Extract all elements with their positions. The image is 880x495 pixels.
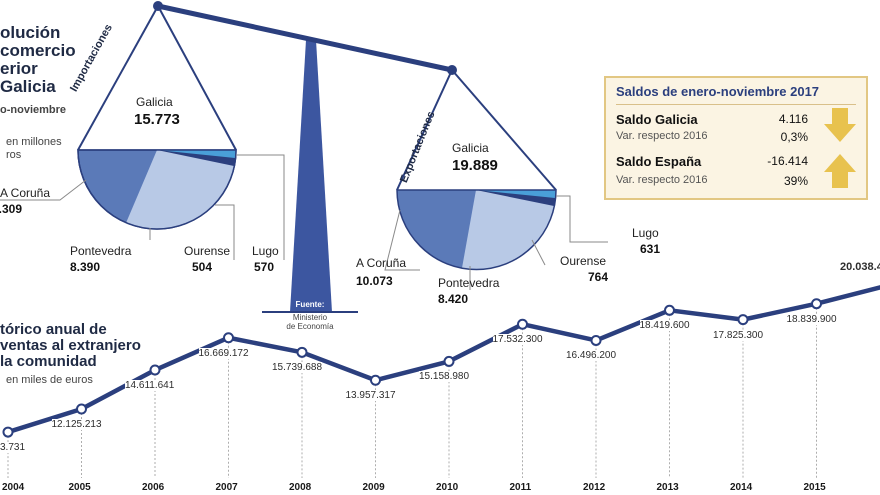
historico-title-line: ventas al extranjero [0, 337, 141, 354]
data-point [223, 332, 234, 344]
exp-pontevedra-value: 8.420 [438, 292, 469, 306]
exportaciones-pan [396, 189, 557, 271]
data-label: 15.739.688 [272, 362, 323, 374]
exp-lugo-name: Lugo [632, 226, 659, 240]
data-point [2, 426, 14, 438]
exp-ourense-name: Ourense [560, 254, 607, 268]
year-label: 2010 [436, 482, 459, 493]
saldo-espana-label: Saldo España [616, 154, 702, 169]
year-label: 2004 [2, 482, 25, 493]
data-label: 14.611.641 [125, 380, 175, 391]
saldo-espana-value: -16.414 [767, 154, 808, 168]
data-label: 16.669.172 [198, 347, 249, 359]
year-label: 2006 [142, 482, 165, 493]
data-label: 18.839.900 [786, 313, 837, 325]
data-label: 3.731 [0, 442, 26, 454]
fuente-block: Fuente: Ministerio de Economía [270, 300, 350, 331]
title-line: comercio [0, 41, 76, 60]
imp-lugo-name: Lugo [252, 244, 279, 258]
exportaciones-total: 19.889 [452, 157, 498, 174]
data-point [443, 355, 455, 367]
exp-coruna-name: A Coruña [356, 256, 407, 270]
scale-post [290, 40, 332, 312]
saldo-galicia-value: 4.116 [778, 112, 808, 126]
main-title: olución comercio erior Galicia [0, 24, 76, 96]
data-label: 15.158.980 [419, 371, 470, 383]
data-point [296, 346, 308, 358]
year-label: 2005 [68, 482, 91, 493]
exportaciones-region: Galicia [452, 141, 489, 155]
data-point [149, 364, 161, 376]
unit-note-line: ros [6, 149, 22, 161]
exp-lugo-value: 631 [640, 242, 661, 256]
title-line: Galicia [0, 77, 56, 96]
data-label: 13.957.317 [345, 390, 396, 402]
imp-pontevedra-name: Pontevedra [70, 244, 132, 258]
year-label: 2012 [583, 482, 606, 493]
data-label: 17.532.300 [492, 334, 543, 346]
historico-title-line: tórico anual de [0, 321, 107, 338]
historico-title-line: la comunidad [0, 353, 97, 370]
title-line: erior [0, 59, 38, 78]
year-label: 2011 [509, 482, 532, 493]
subtitle: o-noviembre [0, 104, 67, 116]
data-point [590, 334, 602, 346]
exp-ourense-value: 764 [588, 270, 609, 284]
year-label: 2013 [656, 482, 679, 493]
year-label: 2008 [289, 482, 312, 493]
fuente-label: Fuente: [295, 300, 325, 309]
year-label: 2014 [730, 482, 753, 493]
balance-scale-graphic [0, 1, 608, 313]
data-point [737, 314, 749, 326]
historico-unit: en miles de euros [6, 374, 93, 386]
data-label: 17.825.300 [713, 329, 764, 341]
historico-title: tórico anual de ventas al extranjero la … [0, 322, 141, 370]
fuente-source-line: Ministerio [292, 313, 328, 322]
importaciones-total: 15.773 [134, 111, 180, 128]
data-point [370, 374, 381, 386]
data-label: 12.125.213 [51, 418, 102, 430]
fuente-source-line: de Economía [286, 322, 334, 331]
data-point [811, 298, 822, 310]
imp-coruna-name: A Coruña [0, 186, 51, 200]
data-label: 18.419.600 [639, 320, 690, 332]
unit-note: en millones ros [6, 136, 62, 162]
imp-lugo-value: 570 [254, 260, 275, 274]
data-label: 20.038.4 [840, 260, 880, 273]
saldo-galicia-var-label: Var. respecto 2016 [616, 130, 708, 142]
exp-coruna-value: 10.073 [356, 274, 393, 288]
imp-pontevedra-value: 8.390 [70, 260, 101, 274]
imp-ourense-name: Ourense [184, 244, 231, 258]
series-line [7, 285, 880, 435]
data-point [76, 403, 87, 415]
saldo-galicia-label: Saldo Galicia [616, 112, 698, 127]
arrow-up-icon [824, 154, 856, 188]
saldo-espana-var: 39% [783, 174, 808, 188]
saldo-espana-var-label: Var. respecto 2016 [616, 174, 708, 186]
unit-note-line: en millones [6, 136, 62, 148]
data-point [664, 304, 675, 316]
arrow-down-icon [824, 108, 856, 142]
title-line: olución [0, 23, 61, 42]
saldos-heading: Saldos de enero-noviembre 2017 [616, 84, 820, 99]
exp-pontevedra-name: Pontevedra [438, 276, 500, 290]
year-label: 2007 [215, 482, 238, 493]
saldos-box: Saldos de enero-noviembre 2017 Saldo Gal… [604, 76, 868, 200]
year-label: 2015 [803, 482, 826, 493]
importaciones-region: Galicia [136, 95, 173, 109]
data-point [517, 318, 528, 330]
imp-coruna-value: 6.309 [0, 202, 23, 216]
imp-ourense-value: 504 [192, 260, 213, 274]
saldo-galicia-var: 0,3% [780, 130, 808, 144]
data-label: 16.496.200 [566, 350, 617, 362]
year-label: 2009 [362, 482, 385, 493]
scale-beam [155, 3, 455, 73]
importaciones-pan [77, 149, 237, 230]
